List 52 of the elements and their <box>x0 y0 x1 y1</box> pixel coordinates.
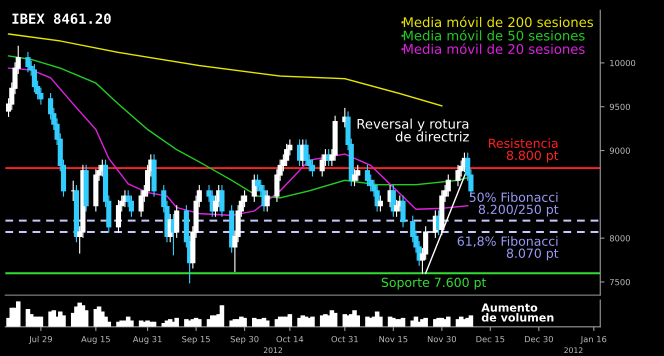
annotation: Aumento de volumen <box>481 303 554 322</box>
legend-label: Media móvil de 200 sesiones <box>404 16 594 28</box>
bar <box>38 316 44 327</box>
x-tick-label: Nov 30 <box>428 336 456 342</box>
legend-label: Media móvil de 20 sesiones <box>404 43 585 54</box>
y-tick-label: 7500 <box>610 278 630 286</box>
bar <box>242 318 247 327</box>
bar <box>174 318 179 327</box>
y-tick-label: 9000 <box>610 148 630 154</box>
candlestick <box>116 200 122 233</box>
x-tick-label: Sep 15 <box>182 336 210 344</box>
candlestick <box>394 200 400 217</box>
candlestick <box>264 190 270 212</box>
bar <box>197 319 202 327</box>
bar <box>61 315 66 327</box>
legend-label: Media móvil de 50 sesiones <box>404 30 585 41</box>
ref-line-label: 61,8% Fibonacci 8.070 pt <box>458 236 558 260</box>
chart-title: IBEX 8461.20 <box>12 13 111 24</box>
ref-line-label: Soporte 7.600 pt <box>382 278 486 290</box>
bar <box>129 320 134 327</box>
candlestick <box>174 205 180 238</box>
ref-line-label: 50% Fibonacci 8.200/250 pt <box>470 192 558 216</box>
bar <box>446 316 451 327</box>
bar <box>288 314 292 327</box>
bar <box>152 322 156 327</box>
x-tick-label: Dec 15 <box>476 336 504 342</box>
annotation: Reversal y rotura de directriz <box>358 118 469 142</box>
bar <box>400 318 406 327</box>
y-tick-label: 8000 <box>610 235 630 242</box>
ref-line-label: Resistencia 8.800 pt <box>489 138 558 163</box>
bar <box>16 301 21 327</box>
candlestick <box>352 169 358 186</box>
x-tick-label: Jul 29 <box>28 336 52 344</box>
x-tick-label: Jan 16 <box>580 336 606 344</box>
bar <box>220 305 224 327</box>
y-tick-label: 9500 <box>610 104 630 110</box>
x-tick-label: Oct 14 <box>276 336 304 342</box>
line-series <box>8 67 468 216</box>
bar <box>264 320 270 327</box>
candlestick <box>252 174 257 202</box>
candlestick <box>378 196 383 212</box>
x-tick-label: Dec 30 <box>524 336 553 342</box>
bar <box>332 312 338 327</box>
y-tick-label: 10000 <box>610 60 636 66</box>
x-tick-label: Aug 31 <box>132 336 162 344</box>
x-tick-label: Oct 31 <box>331 336 358 342</box>
x-tick-label: Sep 30 <box>230 336 259 344</box>
bar <box>468 315 474 327</box>
bar <box>423 318 428 327</box>
candlestick <box>25 52 31 72</box>
x-tick-label: Aug 15 <box>81 336 110 344</box>
x-tick-label: Nov 15 <box>379 336 408 342</box>
